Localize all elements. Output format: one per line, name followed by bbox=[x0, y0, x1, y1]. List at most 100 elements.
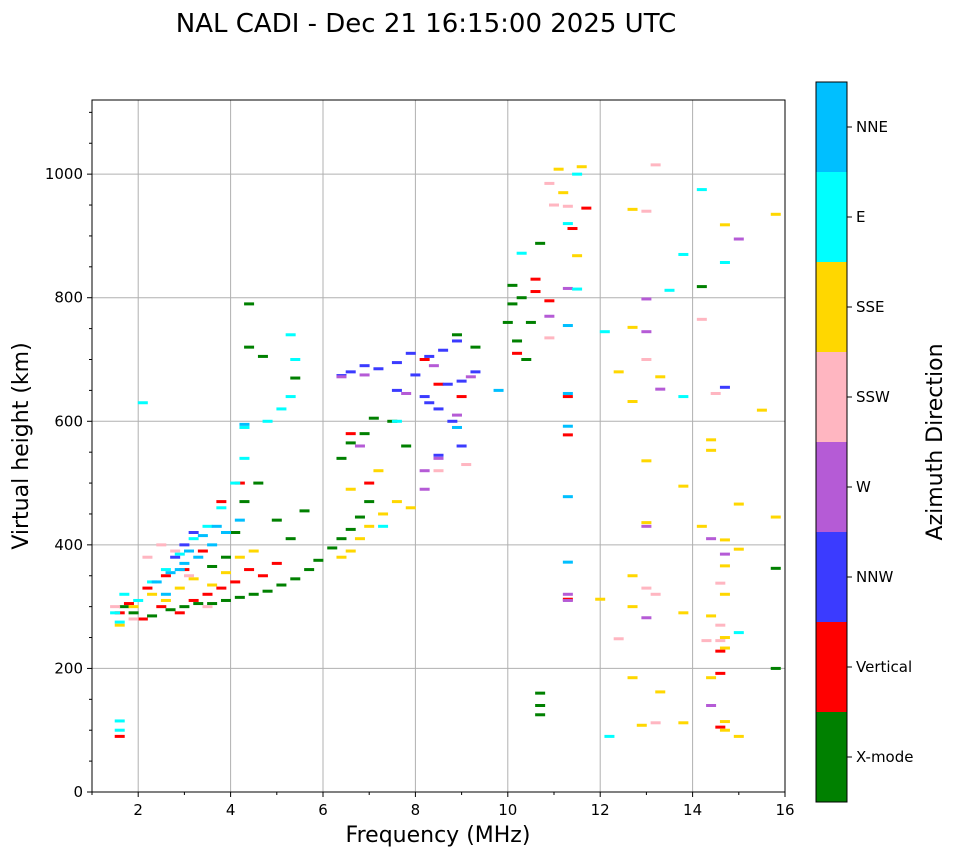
data-point bbox=[179, 605, 190, 609]
data-point bbox=[170, 555, 181, 559]
data-point bbox=[719, 720, 730, 724]
data-point bbox=[216, 500, 227, 504]
data-point bbox=[544, 336, 555, 340]
plot-background bbox=[92, 100, 785, 792]
data-point bbox=[706, 676, 717, 680]
data-point bbox=[128, 611, 139, 615]
data-point bbox=[770, 212, 781, 216]
colorbar-segment bbox=[816, 262, 847, 352]
data-point bbox=[636, 723, 647, 727]
data-point bbox=[128, 617, 139, 621]
data-point bbox=[641, 586, 652, 590]
data-point bbox=[678, 484, 689, 488]
data-point bbox=[405, 506, 416, 510]
data-point bbox=[525, 320, 536, 324]
data-point bbox=[433, 382, 444, 386]
data-point bbox=[276, 407, 287, 411]
data-point bbox=[345, 370, 356, 374]
data-point bbox=[114, 623, 125, 627]
data-point bbox=[530, 290, 541, 294]
data-point bbox=[650, 721, 661, 725]
data-point bbox=[641, 297, 652, 301]
data-point bbox=[719, 728, 730, 732]
data-point bbox=[336, 555, 347, 559]
data-point bbox=[719, 592, 730, 596]
colorbar-tick-label: E bbox=[856, 208, 865, 226]
colorbar-segment bbox=[816, 712, 847, 802]
data-point bbox=[535, 704, 546, 707]
data-point bbox=[456, 395, 467, 399]
data-point bbox=[248, 592, 259, 596]
data-point bbox=[184, 574, 195, 578]
data-point bbox=[257, 574, 268, 578]
data-point bbox=[502, 320, 513, 324]
colorbar-segment bbox=[816, 172, 847, 262]
data-point bbox=[641, 358, 652, 361]
data-point bbox=[419, 469, 430, 473]
data-point bbox=[160, 568, 171, 572]
data-point bbox=[562, 560, 573, 564]
data-point bbox=[336, 456, 347, 460]
data-point bbox=[368, 416, 379, 420]
data-point bbox=[535, 241, 546, 245]
data-point bbox=[516, 251, 527, 255]
colorbar-tick-label: W bbox=[856, 478, 871, 496]
data-point bbox=[567, 227, 578, 231]
data-point bbox=[770, 566, 781, 570]
data-point bbox=[451, 339, 462, 343]
data-point bbox=[137, 617, 148, 621]
data-point bbox=[345, 432, 356, 436]
data-point bbox=[719, 260, 730, 264]
data-point bbox=[202, 605, 213, 609]
data-point bbox=[715, 649, 726, 653]
data-point bbox=[595, 597, 606, 601]
x-tick-label: 8 bbox=[411, 801, 421, 819]
data-point bbox=[719, 385, 730, 389]
colorbar-segment bbox=[816, 532, 847, 622]
data-point bbox=[733, 631, 744, 635]
y-tick-label: 1000 bbox=[45, 165, 83, 183]
colorbar-frame bbox=[815, 81, 848, 803]
data-point bbox=[627, 325, 638, 329]
data-point bbox=[327, 546, 338, 550]
data-point bbox=[678, 611, 689, 615]
data-point bbox=[336, 537, 347, 541]
data-point bbox=[521, 358, 532, 361]
data-point bbox=[719, 223, 730, 227]
data-point bbox=[165, 608, 176, 612]
data-point bbox=[562, 204, 573, 208]
data-point bbox=[179, 561, 190, 565]
data-point bbox=[197, 549, 208, 553]
data-point bbox=[142, 555, 153, 559]
data-point bbox=[613, 637, 624, 641]
data-point bbox=[114, 719, 125, 723]
data-point bbox=[706, 614, 717, 618]
data-point bbox=[123, 602, 134, 606]
colorbar-tick-label: SSE bbox=[856, 298, 885, 316]
azimuth-colorbar: X-mode Vertical NNW W SSW SSE E NNE bbox=[815, 81, 913, 803]
data-point bbox=[572, 254, 583, 258]
y-tick-label: 400 bbox=[54, 536, 83, 554]
data-point bbox=[391, 419, 402, 423]
y-tick-label: 800 bbox=[54, 289, 83, 307]
data-point bbox=[696, 317, 707, 321]
data-point bbox=[655, 690, 666, 694]
data-point bbox=[576, 165, 587, 169]
data-point bbox=[128, 605, 139, 609]
x-tick-label: 4 bbox=[226, 801, 236, 819]
data-point bbox=[253, 481, 264, 485]
data-point bbox=[110, 605, 121, 609]
x-tick-label: 6 bbox=[318, 801, 328, 819]
data-point bbox=[733, 547, 744, 551]
data-point bbox=[147, 614, 158, 618]
data-point bbox=[451, 333, 462, 337]
data-point bbox=[373, 469, 384, 473]
data-point bbox=[230, 531, 241, 534]
data-point bbox=[696, 524, 707, 528]
data-point bbox=[562, 324, 573, 328]
data-point bbox=[234, 518, 245, 522]
data-point bbox=[230, 481, 241, 485]
data-point bbox=[151, 580, 162, 584]
data-point bbox=[262, 419, 273, 423]
data-point bbox=[733, 237, 744, 241]
